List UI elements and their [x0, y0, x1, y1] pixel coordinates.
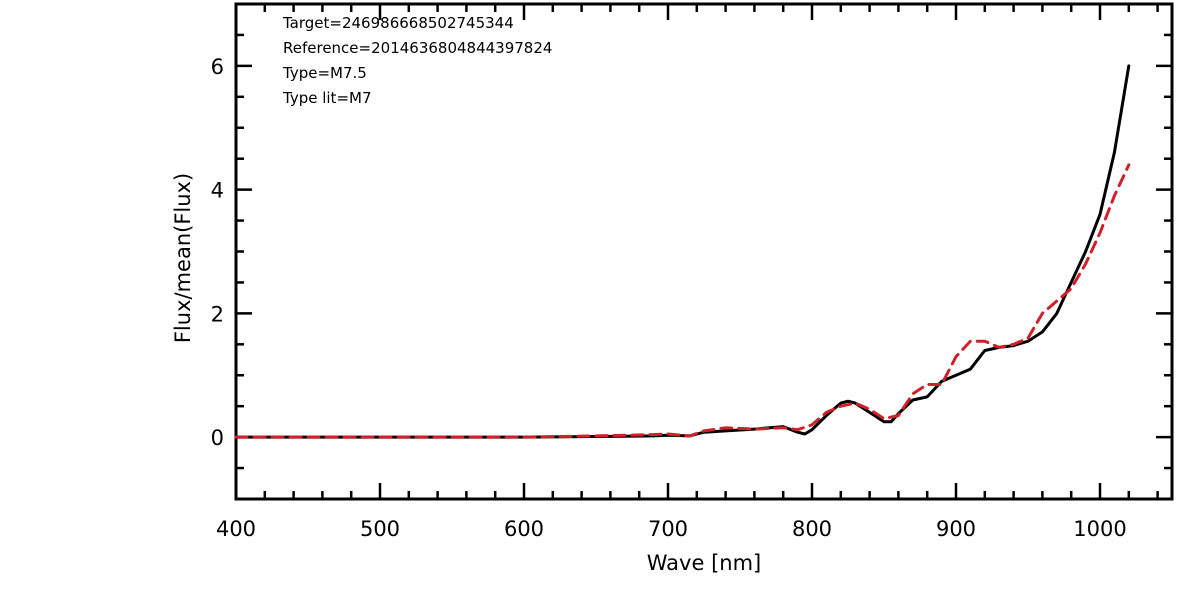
y-axis-label: Flux/mean(Flux): [171, 173, 195, 343]
reference-spectrum-line: [234, 163, 1131, 439]
x-tick-label: 600: [504, 517, 544, 541]
axis-ticks: [234, 2, 1172, 501]
y-tick-label: 0: [211, 426, 224, 450]
x-tick-label: 700: [648, 517, 688, 541]
x-tick-label: 400: [216, 517, 256, 541]
annotation-type-lit: Type lit=M7: [282, 89, 372, 107]
y-tick-label: 4: [211, 179, 224, 203]
annotation-reference: Reference=2014636804844397824: [283, 39, 552, 57]
annotation-block: Target=246986668502745344 Reference=2014…: [282, 14, 552, 107]
x-tick-label: 800: [792, 517, 832, 541]
x-tick-label: 1000: [1073, 517, 1126, 541]
annotation-type: Type=M7.5: [282, 64, 367, 82]
y-tick-label: 2: [211, 302, 224, 326]
x-axis-label: Wave [nm]: [647, 551, 761, 575]
y-tick-label: 6: [211, 55, 224, 79]
x-tick-label: 500: [360, 517, 400, 541]
x-tick-label: 900: [936, 517, 976, 541]
plot-frame: [234, 2, 1174, 501]
annotation-target: Target=246986668502745344: [282, 14, 514, 32]
series-layer: [234, 64, 1131, 439]
target-spectrum-line: [234, 64, 1131, 439]
axis-tick-labels: 400 500 600 700 800 900 1000 0 2 4 6: [211, 55, 1127, 541]
